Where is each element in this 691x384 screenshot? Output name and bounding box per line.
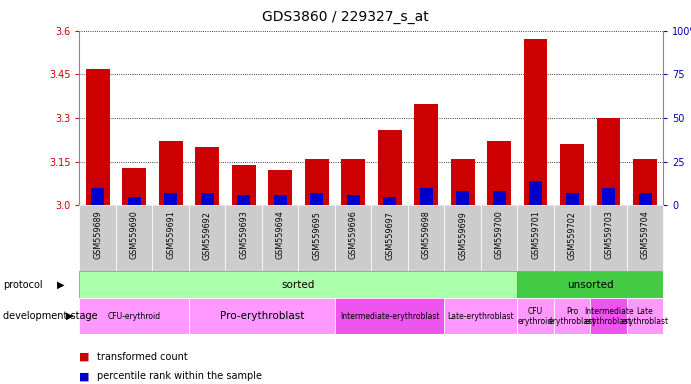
Bar: [456, 192, 469, 205]
Text: GSM559691: GSM559691: [167, 211, 176, 260]
Bar: [554, 205, 590, 271]
Bar: [122, 167, 146, 205]
Text: ▶: ▶: [57, 280, 64, 290]
Bar: [159, 141, 182, 205]
Text: GSM559695: GSM559695: [312, 211, 321, 260]
Text: GSM559702: GSM559702: [567, 211, 576, 260]
Text: GSM559704: GSM559704: [641, 211, 650, 260]
Bar: [487, 141, 511, 205]
Text: GDS3860 / 229327_s_at: GDS3860 / 229327_s_at: [262, 10, 429, 23]
Bar: [378, 130, 401, 205]
Bar: [335, 205, 372, 271]
Bar: [237, 195, 250, 205]
Text: GSM559690: GSM559690: [130, 211, 139, 260]
Text: development stage: development stage: [3, 311, 98, 321]
Text: Pro-erythroblast: Pro-erythroblast: [220, 311, 304, 321]
Bar: [638, 193, 652, 205]
Bar: [262, 205, 299, 271]
Bar: [231, 165, 256, 205]
Bar: [225, 205, 262, 271]
Bar: [627, 205, 663, 271]
Bar: [529, 181, 542, 205]
Text: GSM559698: GSM559698: [422, 211, 430, 260]
Bar: [79, 271, 518, 298]
Bar: [310, 193, 323, 205]
Bar: [518, 271, 663, 298]
Text: transformed count: transformed count: [97, 352, 187, 362]
Text: unsorted: unsorted: [567, 280, 614, 290]
Text: ▶: ▶: [66, 311, 73, 321]
Bar: [444, 298, 518, 334]
Bar: [566, 193, 578, 205]
Bar: [274, 195, 287, 205]
Bar: [415, 104, 438, 205]
Text: GSM559696: GSM559696: [349, 211, 358, 260]
Text: Late-erythroblast: Late-erythroblast: [448, 312, 514, 321]
Text: GSM559700: GSM559700: [495, 211, 504, 260]
Bar: [371, 205, 408, 271]
Text: Pro
erythroblast: Pro erythroblast: [549, 306, 596, 326]
Bar: [383, 197, 396, 205]
Text: GSM559701: GSM559701: [531, 211, 540, 260]
Text: GSM559697: GSM559697: [385, 211, 394, 260]
Bar: [524, 40, 547, 205]
Text: sorted: sorted: [282, 280, 315, 290]
Bar: [128, 197, 141, 205]
Bar: [341, 159, 365, 205]
Bar: [560, 144, 584, 205]
Bar: [633, 159, 657, 205]
Bar: [590, 205, 627, 271]
Bar: [305, 159, 328, 205]
Text: GSM559693: GSM559693: [239, 211, 248, 260]
Bar: [597, 118, 621, 205]
Bar: [200, 193, 214, 205]
Bar: [347, 195, 360, 205]
Bar: [451, 159, 475, 205]
Bar: [627, 298, 663, 334]
Bar: [189, 298, 335, 334]
Text: Intermediate
erythroblast: Intermediate erythroblast: [584, 306, 634, 326]
Bar: [79, 205, 116, 271]
Bar: [481, 205, 518, 271]
Bar: [590, 298, 627, 334]
Text: percentile rank within the sample: percentile rank within the sample: [97, 371, 262, 381]
Text: Intermediate-erythroblast: Intermediate-erythroblast: [340, 312, 439, 321]
Bar: [518, 298, 554, 334]
Bar: [518, 205, 554, 271]
Text: protocol: protocol: [3, 280, 43, 290]
Bar: [153, 205, 189, 271]
Text: CFU
erythroid: CFU erythroid: [518, 306, 553, 326]
Bar: [408, 205, 444, 271]
Bar: [444, 205, 481, 271]
Bar: [86, 69, 110, 205]
Text: GSM559692: GSM559692: [202, 211, 211, 260]
Text: GSM559699: GSM559699: [458, 211, 467, 260]
Text: GSM559703: GSM559703: [604, 211, 613, 260]
Bar: [196, 147, 219, 205]
Bar: [554, 298, 590, 334]
Text: GSM559689: GSM559689: [93, 211, 102, 260]
Text: ■: ■: [79, 352, 90, 362]
Bar: [79, 298, 189, 334]
Bar: [493, 192, 506, 205]
Bar: [602, 188, 615, 205]
Bar: [299, 205, 335, 271]
Text: Late
erythroblast: Late erythroblast: [621, 306, 669, 326]
Bar: [164, 193, 177, 205]
Bar: [419, 188, 433, 205]
Bar: [116, 205, 153, 271]
Text: CFU-erythroid: CFU-erythroid: [108, 312, 161, 321]
Bar: [335, 298, 444, 334]
Bar: [189, 205, 225, 271]
Text: GSM559694: GSM559694: [276, 211, 285, 260]
Bar: [91, 188, 104, 205]
Text: ■: ■: [79, 371, 90, 381]
Bar: [268, 170, 292, 205]
